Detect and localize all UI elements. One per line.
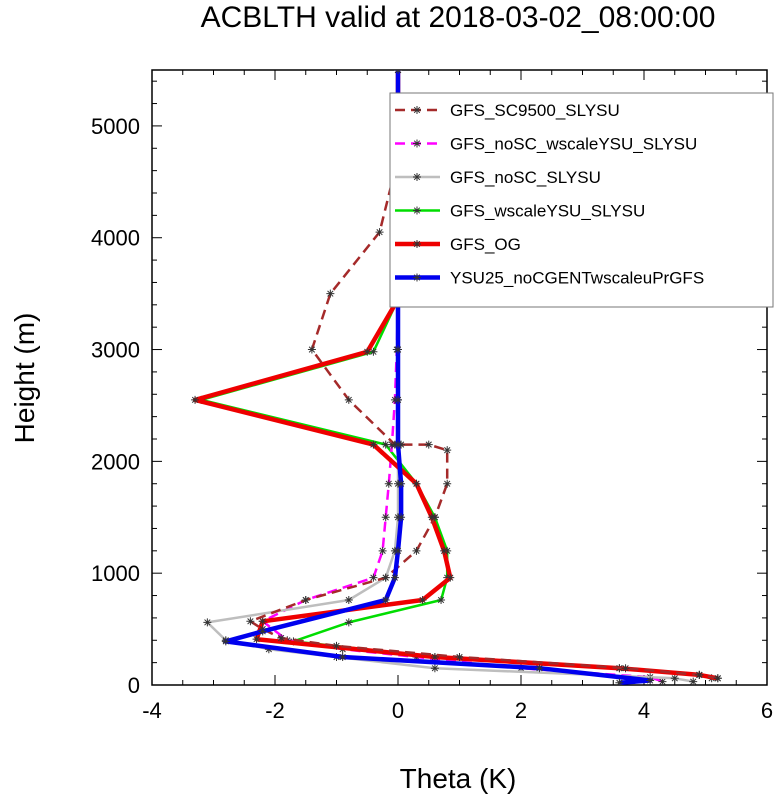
series-point xyxy=(412,546,421,555)
y-tick-label: 5000 xyxy=(91,114,140,139)
series-point xyxy=(381,513,390,522)
series-point xyxy=(252,635,261,644)
series-point xyxy=(412,479,421,488)
series-point xyxy=(203,618,212,627)
series-point xyxy=(307,345,316,354)
series-point xyxy=(344,596,353,605)
series-point xyxy=(369,440,378,449)
series-point xyxy=(658,677,667,685)
series-point xyxy=(369,347,378,356)
series-point xyxy=(446,573,455,582)
y-axis-label: Height (m) xyxy=(9,313,40,444)
series-point xyxy=(440,546,449,555)
legend-label: GFS_SC9500_SLYSU xyxy=(450,101,620,120)
legend-marker xyxy=(413,106,421,114)
series-point xyxy=(455,653,464,662)
series-point xyxy=(384,479,393,488)
series-point xyxy=(424,440,433,449)
series-point xyxy=(646,676,655,685)
series-point xyxy=(430,653,439,662)
legend-marker xyxy=(413,273,421,282)
series-point xyxy=(301,596,310,605)
x-tick-label: 2 xyxy=(515,698,527,723)
series-point xyxy=(689,677,698,685)
series-5 xyxy=(221,70,655,685)
y-tick-label: 3000 xyxy=(91,338,140,363)
series-point xyxy=(381,573,390,582)
series-point xyxy=(615,678,624,685)
series-point xyxy=(258,627,267,636)
series-point xyxy=(621,664,630,673)
y-tick-label: 1000 xyxy=(91,561,140,586)
series-point xyxy=(363,347,372,356)
legend-marker xyxy=(413,173,421,181)
series-line xyxy=(192,70,719,681)
series-point xyxy=(695,670,704,679)
series-point xyxy=(430,664,439,673)
legend: GFS_SC9500_SLYSU GFS_noSC_wscaleYSU_SLYSU… xyxy=(389,92,774,308)
series-point xyxy=(430,513,439,522)
plot-area: -4 -2 0 2 4 6 0 1000 2000 3000 4000 5000 xyxy=(91,69,773,723)
series-point xyxy=(332,641,341,650)
legend-label: GFS_wscaleYSU_SLYSU xyxy=(450,202,645,221)
series-point xyxy=(375,228,384,237)
series-point xyxy=(258,617,267,626)
y-tick-label: 0 xyxy=(128,673,140,698)
series-point xyxy=(338,653,347,662)
series-point xyxy=(670,674,679,683)
series-point xyxy=(381,596,390,605)
x-tick-label: -2 xyxy=(265,698,285,723)
legend-marker xyxy=(413,206,421,215)
series-point xyxy=(418,596,427,605)
series-point xyxy=(390,573,399,582)
legend-label: GFS_noSC_SLYSU xyxy=(450,168,601,187)
series-point xyxy=(535,664,544,673)
series-point xyxy=(394,440,402,449)
series-point xyxy=(443,479,452,488)
series-point xyxy=(277,634,286,643)
x-tick-label: 6 xyxy=(761,698,773,723)
series-point xyxy=(326,289,335,298)
x-axis-label: Theta (K) xyxy=(400,763,517,794)
x-tick-label: -4 xyxy=(142,698,162,723)
series-point xyxy=(221,637,230,646)
x-tick-label: 0 xyxy=(392,698,404,723)
series-point xyxy=(246,617,255,626)
series-point xyxy=(378,546,387,555)
legend-box xyxy=(389,92,774,308)
x-tick-label: 4 xyxy=(638,698,650,723)
series-point xyxy=(713,674,722,683)
legend-label: GFS_OG xyxy=(450,235,521,254)
series-point xyxy=(369,573,378,582)
chart-title: ACBLTH valid at 2018-03-02_08:00:00 xyxy=(201,1,716,34)
series-point xyxy=(443,446,452,455)
legend-label: GFS_noSC_wscaleYSU_SLYSU xyxy=(450,135,697,154)
series-line xyxy=(249,70,719,680)
series-point xyxy=(394,395,402,404)
series-point xyxy=(437,596,446,605)
series-point xyxy=(397,479,406,488)
y-tick-label: 2000 xyxy=(91,449,140,474)
legend-marker xyxy=(413,240,421,248)
series-point xyxy=(344,618,353,627)
series-point xyxy=(191,395,200,404)
legend-label: YSU25_noCGENTwscaleuPrGFS xyxy=(450,269,704,288)
series-point xyxy=(394,546,402,555)
y-tick-label: 4000 xyxy=(91,226,140,251)
series-point xyxy=(394,345,402,354)
legend-marker xyxy=(413,139,421,148)
series-point xyxy=(344,395,353,404)
series-point xyxy=(381,440,390,449)
series-point xyxy=(397,513,406,522)
